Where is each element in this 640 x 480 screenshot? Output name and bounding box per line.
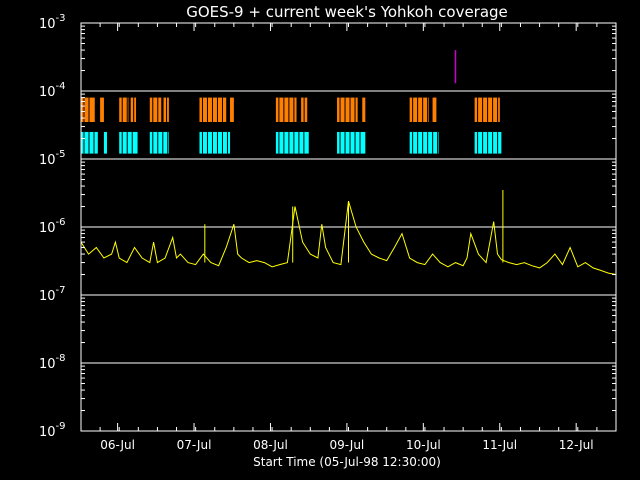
y-tick-label: 10-6 xyxy=(39,217,66,236)
y-tick-label: 10-3 xyxy=(39,13,66,32)
x-tick-label: 11-Jul xyxy=(482,438,517,452)
chart-title: GOES-9 + current week's Yohkoh coverage xyxy=(186,3,508,21)
x-axis-label: Start Time (05-Jul-98 12:30:00) xyxy=(253,455,441,469)
x-tick-label: 08-Jul xyxy=(253,438,288,452)
orange-coverage-block xyxy=(432,97,437,123)
orange-coverage-block xyxy=(275,97,297,123)
cyan-coverage-block xyxy=(149,131,169,154)
orange-coverage-block xyxy=(337,97,358,123)
orange-coverage-block xyxy=(409,97,429,123)
x-tick-label: 10-Jul xyxy=(406,438,441,452)
cyan-coverage-block xyxy=(199,131,231,154)
cyan-coverage-block xyxy=(119,131,138,154)
y-tick-label: 10-5 xyxy=(39,149,66,168)
y-tick-label: 10-4 xyxy=(39,81,66,100)
flux-line xyxy=(80,200,617,275)
y-axis-ticks: 10-3 10-4 10-5 10-6 10-7 10-8 10-9 xyxy=(39,13,616,440)
y-tick-label: 10-7 xyxy=(39,285,66,304)
orange-coverage-block xyxy=(362,97,366,123)
orange-coverage-block xyxy=(100,97,104,123)
x-tick-label: 07-Jul xyxy=(177,438,212,452)
x-tick-label: 06-Jul xyxy=(100,438,135,452)
cyan-coverage-block xyxy=(103,131,107,154)
x-tick-label: 12-Jul xyxy=(559,438,594,452)
orange-coverage-block xyxy=(149,97,162,123)
x-axis-ticks: 06-Jul 07-Jul 08-Jul 09-Jul 10-Jul 11-Jul 12-J… xyxy=(80,23,617,452)
y-tick-label: 10-8 xyxy=(39,353,66,372)
orange-coverage-block xyxy=(119,97,129,123)
orange-coverage-block xyxy=(230,97,234,123)
flux-series xyxy=(80,190,617,275)
cyan-coverage-block xyxy=(337,131,366,154)
y-tick-label: 10-9 xyxy=(39,421,66,440)
x-tick-label: 09-Jul xyxy=(330,438,365,452)
coverage-bands xyxy=(81,97,502,154)
cyan-coverage-block xyxy=(409,131,439,154)
